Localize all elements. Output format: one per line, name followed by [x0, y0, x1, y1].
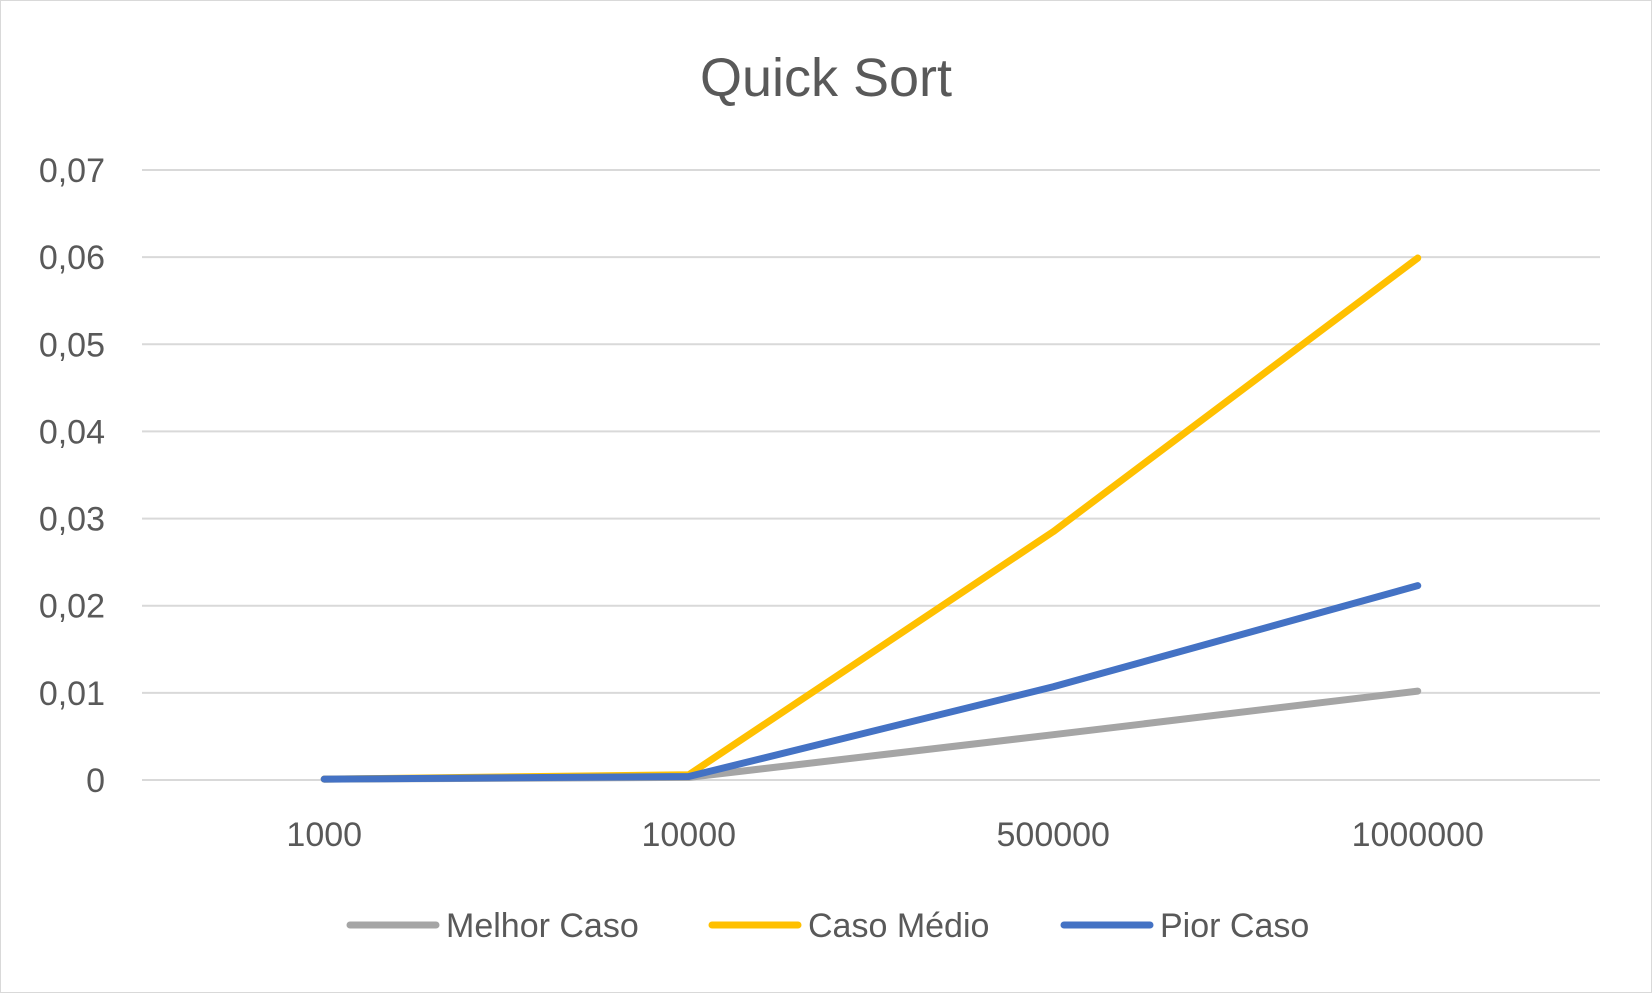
data-point [323, 778, 325, 780]
x-tick-label: 10000 [641, 816, 736, 854]
series-line [320, 582, 1422, 783]
data-point [1052, 531, 1054, 533]
series-lines [320, 254, 1422, 783]
data-point [688, 776, 690, 778]
legend-label: Melhor Caso [446, 907, 639, 945]
legend-label: Caso Médio [808, 907, 989, 945]
legend: Melhor Caso Caso Médio Pior Caso [346, 907, 1309, 945]
data-point [1052, 734, 1054, 736]
y-tick-label: 0,01 [39, 675, 105, 713]
data-point [1417, 690, 1419, 692]
y-axis-tick-labels: 0 0,01 0,02 0,03 0,04 0,05 0,06 0,07 [39, 152, 105, 800]
data-point [1417, 585, 1419, 587]
chart-title: Quick Sort [700, 48, 952, 108]
x-tick-label: 1000 [286, 816, 362, 854]
x-tick-label: 500000 [997, 816, 1110, 854]
y-tick-label: 0,03 [39, 501, 105, 539]
x-tick-label: 1000000 [1352, 816, 1484, 854]
legend-label: Pior Caso [1160, 907, 1309, 945]
y-tick-label: 0,04 [39, 413, 105, 451]
y-tick-label: 0,02 [39, 588, 105, 626]
y-tick-label: 0,05 [39, 326, 105, 364]
y-tick-label: 0,07 [39, 152, 105, 190]
x-axis-tick-labels: 1000 10000 500000 1000000 [286, 816, 1484, 854]
y-tick-label: 0,06 [39, 239, 105, 277]
gridlines [142, 169, 1600, 781]
data-point [1052, 686, 1054, 688]
y-tick-label: 0 [86, 762, 105, 800]
data-point [1417, 257, 1419, 259]
